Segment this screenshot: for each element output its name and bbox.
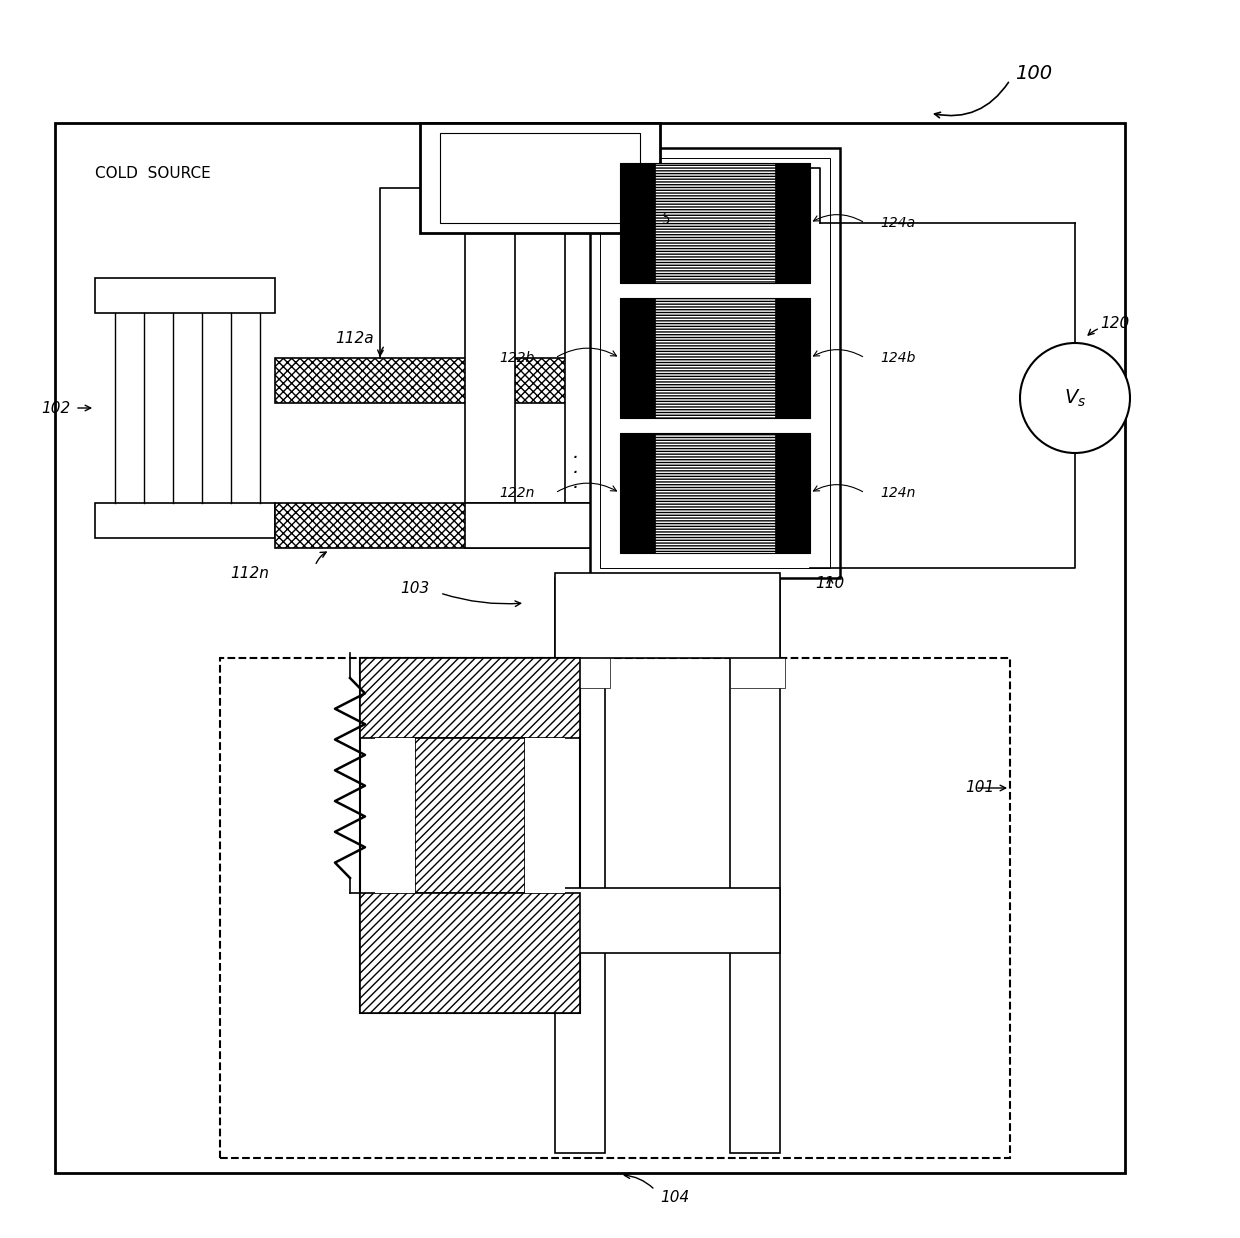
Bar	[465, 228, 515, 503]
Bar	[620, 163, 655, 284]
Bar	[465, 188, 615, 228]
Bar	[600, 158, 830, 568]
Bar	[360, 893, 580, 1013]
Bar	[590, 149, 839, 578]
Text: ·: ·	[572, 463, 578, 483]
Text: ·: ·	[572, 479, 578, 498]
Bar	[556, 573, 780, 659]
Bar	[525, 738, 565, 893]
Bar	[55, 123, 1125, 1172]
Bar	[360, 659, 580, 738]
Text: ς: ς	[661, 210, 670, 225]
Bar	[730, 659, 785, 688]
Bar	[620, 163, 810, 284]
Text: 103: 103	[401, 581, 429, 595]
Bar	[360, 659, 580, 1013]
Bar	[374, 738, 415, 893]
Text: 110: 110	[815, 576, 844, 591]
Bar	[775, 433, 810, 553]
Bar	[730, 578, 780, 1153]
Text: 100: 100	[1016, 63, 1052, 83]
Text: 122a: 122a	[500, 215, 534, 230]
Text: 120: 120	[1100, 316, 1130, 331]
Bar	[465, 503, 615, 548]
Text: 124b: 124b	[880, 352, 915, 365]
Bar	[556, 888, 780, 953]
Text: 112a: 112a	[335, 331, 373, 345]
Bar	[219, 659, 1011, 1158]
Bar	[420, 123, 660, 233]
Bar	[620, 298, 655, 418]
Text: 102: 102	[41, 401, 69, 416]
Bar	[440, 132, 640, 223]
Text: 101: 101	[965, 780, 994, 796]
Bar	[275, 503, 615, 548]
Text: 124n: 124n	[880, 487, 915, 500]
Text: 112n: 112n	[229, 566, 269, 581]
Text: 108: 108	[523, 163, 557, 182]
Bar	[275, 358, 615, 404]
Bar	[775, 298, 810, 418]
Text: 124a: 124a	[880, 215, 915, 230]
Bar	[556, 659, 610, 688]
Text: ·: ·	[572, 448, 578, 468]
Bar	[556, 578, 605, 1153]
Text: 122b: 122b	[500, 352, 534, 365]
Bar	[775, 163, 810, 284]
Circle shape	[1021, 343, 1130, 453]
Bar	[95, 279, 275, 313]
Bar	[620, 433, 655, 553]
Bar	[415, 738, 525, 893]
Bar	[95, 503, 275, 539]
Text: 104: 104	[660, 1191, 689, 1206]
Text: COLD  SOURCE: COLD SOURCE	[95, 166, 211, 181]
Text: ς: ς	[621, 210, 629, 225]
Text: $V_s$: $V_s$	[1064, 387, 1086, 409]
Bar	[620, 298, 810, 418]
Bar	[620, 433, 810, 553]
Text: 122n: 122n	[500, 487, 534, 500]
Bar	[565, 228, 615, 503]
